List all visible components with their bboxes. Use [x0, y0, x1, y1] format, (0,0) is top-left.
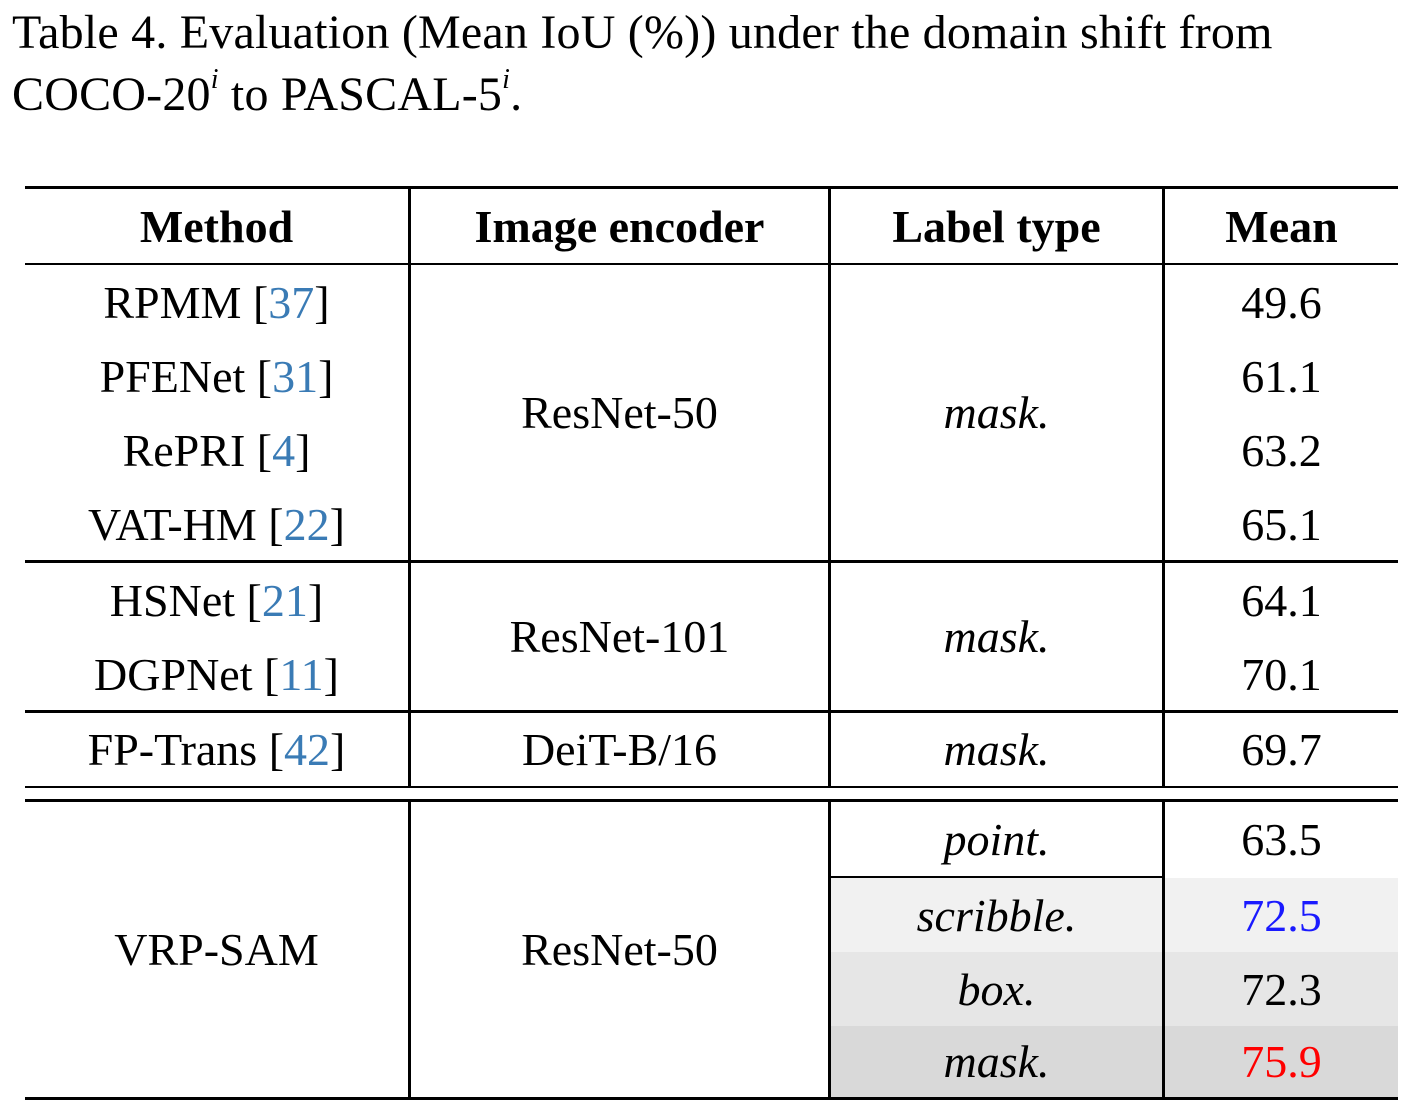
vrule-3b	[1162, 799, 1165, 1098]
method-name: DGPNet	[94, 648, 253, 700]
header-method: Method	[139, 200, 294, 252]
caption-dataset-from: COCO-20	[12, 68, 211, 121]
caption-prefix: Table 4.	[12, 6, 168, 59]
method-cell: PFENet [31]	[99, 350, 334, 402]
mean-cell: 61.1	[1241, 350, 1322, 402]
mean-cell: 69.7	[1241, 724, 1322, 775]
citation-link[interactable]: 21	[261, 574, 308, 626]
double-rule-top	[25, 786, 1398, 788]
caption-end: .	[510, 68, 523, 121]
method-name: HSNet	[109, 574, 236, 626]
encoder-cell-ours: ResNet-50	[521, 924, 718, 975]
caption-text: Evaluation (Mean IoU (%)) under the doma…	[179, 6, 1273, 59]
header-encoder: Image encoder	[474, 200, 765, 252]
mean-cell: 63.5	[1241, 813, 1322, 865]
shade-mask-row	[830, 1026, 1398, 1098]
method-cell: HSNet [21]	[109, 574, 324, 626]
method-name: FP-Trans	[87, 724, 258, 775]
label-type-cell: mask.	[943, 611, 1050, 662]
header-label-type: Label type	[892, 200, 1101, 252]
vrule-1b	[408, 799, 411, 1098]
mean-cell: 65.1	[1241, 498, 1322, 550]
table-caption: Table 4. Evaluation (Mean IoU (%)) under…	[12, 2, 1400, 126]
mean-cell-best: 75.9	[1241, 1036, 1322, 1087]
method-name: VAT-HM	[88, 498, 257, 550]
citation-link[interactable]: 37	[268, 276, 315, 328]
vrule-1a	[408, 186, 411, 788]
method-name: RPMM	[103, 276, 242, 328]
encoder-cell: ResNet-50	[521, 387, 718, 438]
method-name: PFENet	[99, 350, 246, 402]
shade-box-row	[830, 952, 1398, 1026]
caption-line-1: Table 4. Evaluation (Mean IoU (%)) under…	[12, 2, 1400, 64]
label-type-cell: box.	[957, 963, 1036, 1015]
mean-cell: 64.1	[1241, 574, 1322, 626]
label-type-cell: mask.	[943, 1036, 1050, 1087]
header-mean: Mean	[1225, 200, 1338, 252]
label-type-cell: scribble.	[916, 889, 1077, 941]
point-row-rule	[830, 876, 1162, 878]
encoder-cell: ResNet-101	[509, 611, 730, 662]
caption-to: to	[218, 68, 281, 121]
method-name: RePRI	[122, 424, 246, 476]
caption-line-2: COCO-20i to PASCAL-5i.	[12, 64, 1400, 126]
mean-cell: 70.1	[1241, 648, 1322, 700]
label-type-cell: point.	[943, 813, 1050, 865]
caption-dataset-to: PASCAL-5	[280, 68, 503, 121]
label-type-cell: mask.	[943, 724, 1050, 775]
citation-link[interactable]: 11	[279, 648, 324, 700]
method-cell: DGPNet [11]	[94, 648, 339, 700]
caption-sup-to: i	[502, 64, 511, 95]
header-rule	[25, 263, 1398, 265]
double-rule-bottom	[25, 799, 1398, 802]
caption-sup-from: i	[210, 64, 219, 95]
citation-link[interactable]: 22	[283, 498, 330, 550]
mean-cell: 72.3	[1241, 963, 1322, 1015]
group-rule-2	[25, 710, 1398, 713]
mean-cell-second-best: 72.5	[1241, 889, 1322, 941]
vrule-2a	[828, 186, 831, 788]
group-rule-1	[25, 560, 1398, 563]
method-cell: RePRI [4]	[122, 424, 311, 476]
citation-link[interactable]: 31	[272, 350, 319, 402]
top-rule	[25, 186, 1398, 189]
shade-scribble-row	[830, 878, 1398, 952]
vrule-3a	[1162, 186, 1165, 788]
mean-cell: 63.2	[1241, 424, 1322, 476]
method-cell-ours: VRP-SAM	[114, 924, 319, 975]
vrule-2b	[828, 799, 831, 1098]
method-cell: FP-Trans [42]	[87, 724, 346, 775]
label-type-cell: mask.	[943, 387, 1050, 438]
encoder-cell: DeiT-B/16	[521, 724, 718, 775]
method-cell: VAT-HM [22]	[88, 498, 345, 550]
citation-link[interactable]: 4	[272, 424, 296, 476]
method-cell: RPMM [37]	[103, 276, 330, 328]
citation-link[interactable]: 42	[284, 724, 331, 775]
mean-cell: 49.6	[1241, 276, 1322, 328]
bottom-rule	[25, 1097, 1398, 1100]
